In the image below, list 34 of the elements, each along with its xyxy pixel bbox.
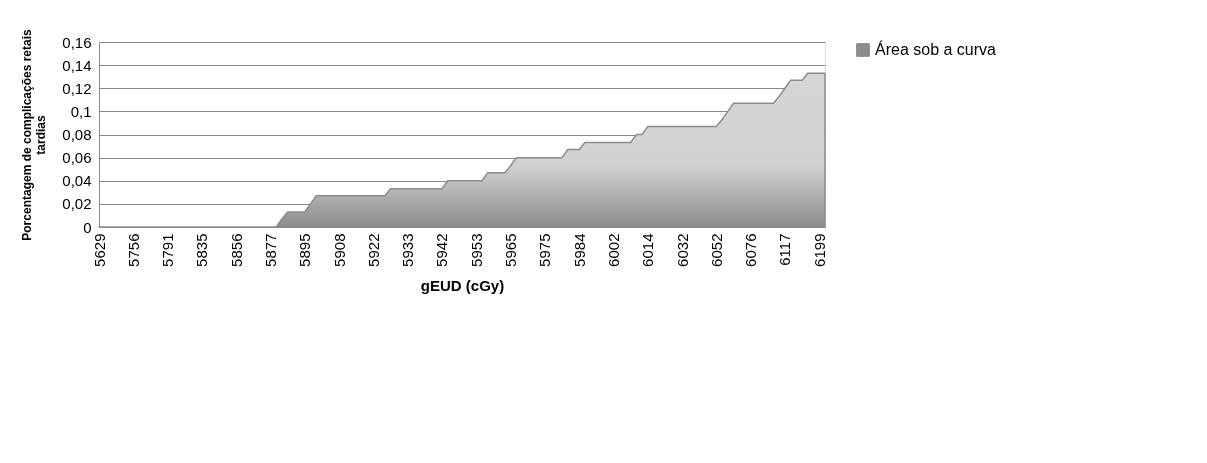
x-tick-label: 6014 — [639, 233, 657, 267]
x-tick-label: 6076 — [742, 233, 760, 267]
x-tick-label: 6052 — [707, 233, 725, 267]
y-tick-label: 0,1 — [70, 102, 92, 120]
x-axis-title: gEUD (cGy) — [420, 276, 505, 294]
y-tick-label: 0,12 — [62, 79, 92, 97]
x-tick-label: 6117 — [776, 233, 794, 266]
x-tick-label: 5835 — [193, 233, 211, 267]
x-tick-label: 5933 — [399, 233, 417, 267]
x-tick-label: 5756 — [124, 233, 142, 267]
x-tick-label: 5984 — [570, 233, 588, 267]
x-tick-label: 5629 — [90, 233, 108, 267]
y-tick-label: 0,08 — [62, 126, 92, 143]
y-axis-title: Porcentagem de complicações retais tardias — [20, 28, 49, 241]
y-tick-label: 0,04 — [62, 172, 92, 190]
x-tick-label: 5856 — [227, 233, 245, 267]
x-tick-label: 5975 — [536, 233, 554, 267]
x-tick-label: 5922 — [364, 233, 382, 267]
x-tick-label: 5942 — [433, 233, 451, 267]
legend-label: Área sob a curva — [875, 40, 997, 58]
x-tick-label: 5953 — [467, 233, 485, 267]
x-tick-label: 6032 — [673, 233, 691, 267]
x-tick-label: 5965 — [502, 233, 520, 267]
x-tick-label: 5908 — [330, 233, 348, 267]
x-tick-label: 6199 — [810, 233, 828, 267]
y-tick-label: 0,16 — [62, 33, 92, 51]
x-tick-label: 5895 — [296, 233, 314, 267]
y-tick-label: 0,02 — [62, 195, 92, 213]
x-tick-label: 6002 — [604, 233, 622, 267]
y-tick-label: 0,14 — [62, 56, 92, 74]
y-tick-label: 0,06 — [62, 149, 92, 167]
x-tick-label: 5791 — [159, 233, 177, 267]
x-tick-label: 5877 — [262, 233, 279, 267]
y-tick-label: 0 — [83, 218, 92, 236]
